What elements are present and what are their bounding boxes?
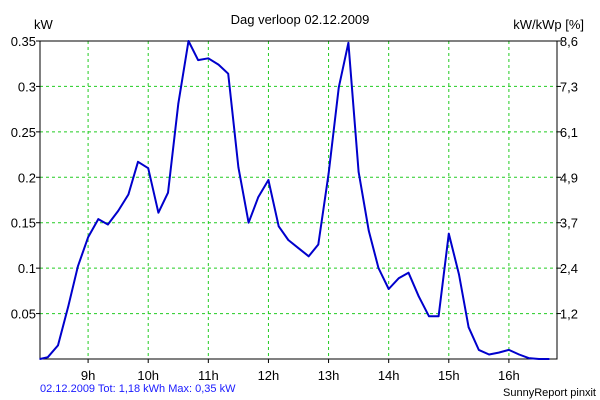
left-y-tick-label: 0.2	[18, 170, 36, 185]
power-data-point	[39, 358, 41, 360]
left-y-tick-label: 0.05	[11, 307, 36, 322]
power-data-point	[447, 232, 450, 235]
x-tick-label: 9h	[81, 368, 95, 383]
power-data-point	[467, 326, 470, 329]
left-y-ticks: 0.05 0.1 0.15 0.2 0.25 0.3 0.35	[11, 34, 40, 322]
power-data-point	[147, 167, 150, 169]
power-data-point	[317, 243, 320, 246]
gridlines	[40, 40, 557, 359]
power-data-point	[217, 63, 220, 66]
right-y-tick-label: 3,7	[560, 216, 578, 231]
power-data-point	[387, 288, 390, 290]
power-data-point	[157, 211, 160, 214]
power-data-point	[347, 42, 350, 44]
left-y-tick-label: 0.1	[18, 261, 36, 276]
power-data-point	[307, 255, 310, 258]
left-y-tick-label: 0.25	[11, 125, 36, 140]
plot-border	[39, 40, 558, 360]
left-y-tick-label: 0.15	[11, 216, 36, 231]
power-data-point	[398, 277, 400, 279]
x-tick-label: 12h	[258, 368, 280, 383]
power-data-point	[327, 172, 330, 175]
series-layer	[39, 40, 550, 360]
footer-summary: 02.12.2009 Tot: 1,18 kWh Max: 0,35 kW	[40, 383, 236, 395]
power-data-point	[137, 161, 139, 163]
power-data-point	[127, 193, 130, 196]
power-data-point	[57, 344, 59, 347]
right-y-tick-label: 1,2	[560, 307, 578, 322]
power-data-point	[167, 191, 169, 194]
power-data-point	[497, 351, 500, 354]
right-y-tick-label: 7,3	[560, 79, 578, 94]
left-y-tick-label: 0.35	[11, 34, 36, 49]
power-data-point	[488, 353, 490, 356]
power-data-point	[548, 358, 550, 360]
right-axis-unit-label: kW/kWp [%]	[513, 17, 584, 32]
power-data-point	[207, 57, 210, 60]
x-tick-label: 13h	[318, 368, 340, 383]
power-data-point	[377, 267, 380, 269]
power-data-point	[337, 86, 340, 89]
right-y-tick-label: 6,1	[560, 125, 578, 140]
plot-frame	[39, 40, 558, 360]
power-data-point	[538, 358, 540, 360]
power-data-point	[267, 179, 270, 181]
power-data-point	[407, 271, 410, 274]
power-data-point	[257, 196, 260, 199]
power-data-point	[287, 239, 290, 241]
power-data-point	[508, 349, 510, 351]
right-y-tick-label: 8,6	[560, 34, 578, 49]
footer-brand: SunnyReport pinxit	[503, 387, 596, 399]
right-y-ticks: 1,2 2,4 3,7 4,9 6,1 7,3 8,6	[557, 34, 578, 322]
power-data-point	[437, 315, 440, 318]
power-series-line	[39, 40, 550, 360]
power-data-point	[368, 230, 370, 232]
left-axis-unit-label: kW	[34, 17, 54, 32]
right-y-tick-label: 4,9	[560, 170, 578, 185]
power-data-point	[428, 315, 430, 318]
power-data-point	[237, 166, 240, 169]
power-data-point	[227, 72, 229, 75]
power-data-point	[47, 356, 49, 358]
power-data-point	[97, 218, 100, 220]
power-data-point	[357, 171, 360, 173]
chart-title: Dag verloop 02.12.2009	[231, 12, 370, 27]
power-data-point	[77, 265, 79, 268]
power-data-point	[297, 247, 300, 249]
power-data-point	[187, 40, 190, 42]
x-tick-label: 14h	[378, 368, 400, 383]
x-ticks: 9h 10h 11h 12h 13h 14h 15h 16h	[81, 359, 520, 383]
x-tick-label: 15h	[438, 368, 460, 383]
x-tick-label: 16h	[498, 368, 520, 383]
power-data-point	[478, 349, 480, 351]
right-y-tick-label: 2,4	[560, 261, 578, 276]
x-tick-label: 11h	[198, 368, 219, 383]
power-data-point	[458, 273, 460, 276]
power-data-point	[527, 357, 530, 359]
power-data-point	[117, 210, 119, 212]
power-data-point	[87, 236, 89, 239]
power-data-point	[107, 223, 109, 226]
power-data-point	[518, 353, 520, 356]
left-y-tick-label: 0.3	[18, 79, 36, 94]
power-data-point	[417, 295, 420, 298]
power-data-point	[177, 102, 180, 105]
power-data-point	[197, 59, 199, 61]
x-tick-label: 10h	[137, 368, 159, 383]
power-data-point	[247, 221, 250, 224]
power-data-point	[67, 305, 70, 308]
power-data-point	[277, 225, 280, 228]
